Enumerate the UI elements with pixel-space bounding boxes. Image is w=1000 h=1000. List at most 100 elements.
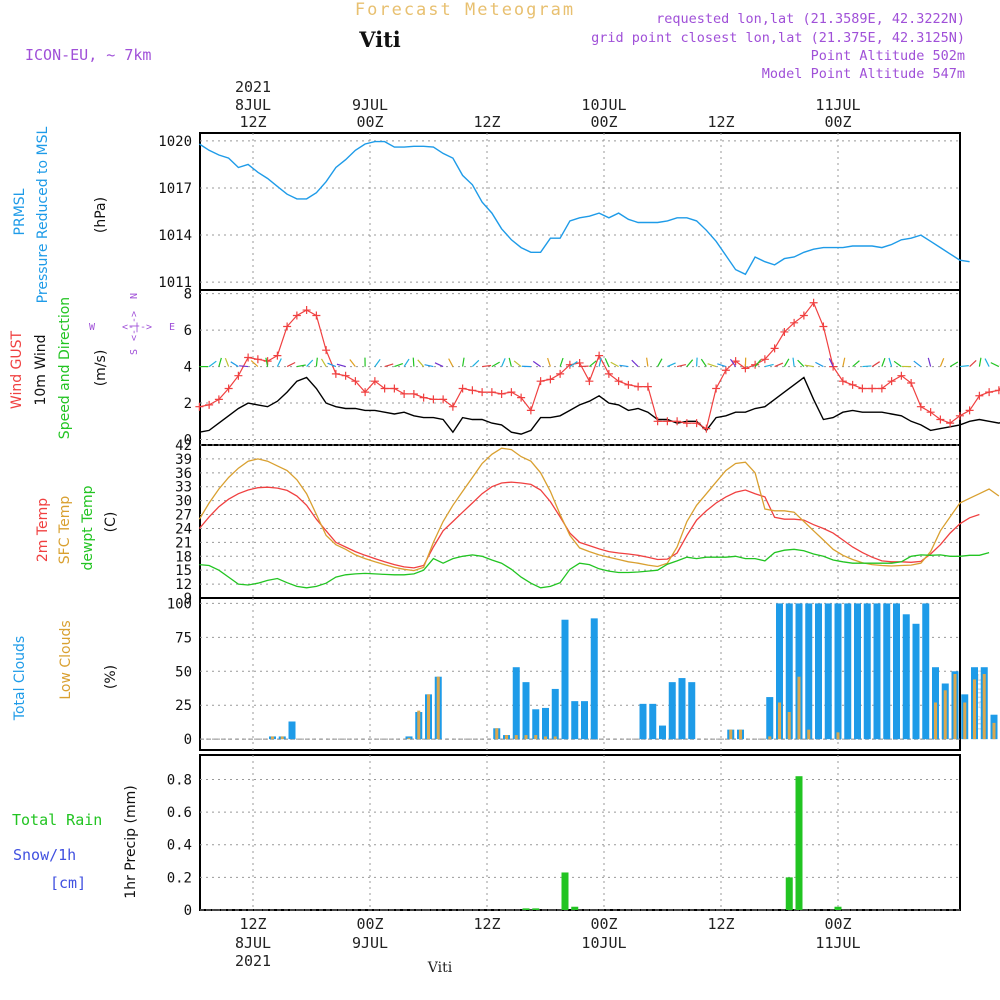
- wind-label-10m: 10m Wind: [33, 334, 49, 405]
- wind-direction-arrow: [482, 364, 492, 368]
- bottom-date-label: 8JUL: [235, 934, 271, 952]
- pressure-ytick: 1017: [158, 181, 192, 197]
- low-cloud-bar: [495, 728, 499, 740]
- total-cloud-bar: [776, 603, 783, 740]
- wind-direction-arrow: [224, 357, 230, 367]
- pressure-ytick: 1014: [158, 228, 192, 244]
- top-hour-label: 12Z: [473, 113, 500, 131]
- gust-point: [926, 408, 935, 417]
- wind-speed-line: [199, 376, 1000, 435]
- bottom-hour-label: 00Z: [824, 915, 851, 933]
- wind-direction-arrow: [949, 361, 959, 368]
- gust-point: [770, 344, 779, 353]
- wind-direction-arrow: [349, 359, 356, 367]
- precip-unit: 1hr Precip (mm): [123, 785, 139, 898]
- wind-direction-arrow: [657, 358, 663, 367]
- wind-label-gust: Wind GUST: [9, 330, 25, 409]
- wind-direction-arrow: [336, 363, 346, 368]
- total-cloud-bar: [551, 688, 559, 740]
- temperature-ytick: 36: [175, 466, 192, 482]
- bottom-hour-label: 00Z: [590, 915, 617, 933]
- gust-point: [673, 417, 682, 426]
- gust-point: [916, 402, 925, 411]
- pressure-label-1: PRMSL: [12, 188, 28, 235]
- gust-point: [341, 371, 350, 380]
- total-cloud-bar: [902, 614, 910, 740]
- wind-direction-arrow: [501, 358, 506, 367]
- temperature-labels: 2m Temp SFC Temp dewpt Temp (C): [35, 485, 119, 570]
- wind-direction-arrow: [828, 358, 834, 367]
- pressure-ytick: 1011: [158, 275, 192, 291]
- low-cloud-bar: [982, 674, 986, 740]
- gust-point: [702, 424, 711, 433]
- top-date-label: 8JUL: [235, 96, 271, 114]
- total-cloud-bar: [639, 703, 647, 740]
- wind-direction-arrow: [959, 365, 969, 368]
- wind-direction-arrow: [631, 359, 639, 368]
- total-cloud-bar: [649, 703, 657, 740]
- gust-point: [546, 375, 555, 384]
- precip-panel: 0 0.2 0.4 0.6 0.8: [167, 754, 961, 919]
- header-title: Forecast Meteogram: [355, 0, 575, 20]
- wind-direction-arrow: [513, 360, 522, 368]
- gust-point: [429, 395, 438, 404]
- gust-point: [234, 371, 243, 380]
- footer-station: Viti: [427, 960, 453, 976]
- gust-point: [780, 327, 789, 336]
- low-cloud-bar: [553, 736, 557, 740]
- top-date-label: 9JUL: [352, 96, 388, 114]
- temp-sfc-line: [198, 447, 1000, 572]
- temperature-ytick: 33: [175, 480, 192, 496]
- precip-ytick: 0: [184, 903, 192, 919]
- pressure-label-2: Pressure Reduced to MSL: [35, 126, 51, 303]
- low-cloud-bar: [427, 694, 430, 740]
- low-cloud-bar: [534, 735, 538, 740]
- low-cloud-bar: [407, 737, 411, 740]
- gust-point: [760, 355, 769, 364]
- total-cloud-bar: [844, 603, 852, 740]
- compass-north: N: [129, 293, 140, 299]
- wind-direction-arrow: [265, 357, 269, 367]
- wind-direction-arrow: [913, 360, 922, 368]
- wind-direction-arrow: [729, 358, 737, 367]
- wind-direction-arrow: [978, 357, 982, 367]
- gust-point: [468, 386, 477, 395]
- low-cloud-bar: [778, 702, 781, 740]
- gust-point: [624, 380, 633, 389]
- station-name: Viti: [358, 27, 401, 52]
- bottom-date-label: 10JUL: [581, 934, 626, 952]
- pressure-labels: PRMSL Pressure Reduced to MSL (hPa): [12, 126, 109, 303]
- temperature-ytick: 18: [175, 549, 192, 565]
- top-date-label: 10JUL: [581, 96, 626, 114]
- pressure-unit: (hPa): [93, 197, 109, 233]
- gust-point: [643, 382, 652, 391]
- cloud-labels: Total Clouds Low Clouds (%): [12, 620, 119, 721]
- temperature-ytick: 39: [175, 452, 192, 468]
- total-cloud-bar: [883, 603, 891, 740]
- gust-point: [331, 369, 340, 378]
- wind-direction-arrow: [239, 365, 249, 368]
- gust-point: [975, 391, 984, 400]
- wind-ytick: 2: [184, 396, 192, 412]
- wind-panel: 0 2 4 6 8: [184, 287, 1000, 449]
- gust-point: [751, 360, 760, 369]
- precip-ytick: 0.8: [167, 772, 192, 788]
- compass-arrow-vertical: <-|->: [129, 311, 140, 341]
- gust-point: [819, 322, 828, 331]
- wind-direction-arrow: [462, 357, 465, 367]
- wind-direction-arrow: [619, 364, 629, 368]
- pressure-frame: [199, 132, 961, 291]
- rain-bar: [532, 908, 540, 910]
- wind-direction-arrow: [588, 360, 597, 368]
- top-hour-label: 00Z: [356, 113, 383, 131]
- total-cloud-bar: [590, 618, 598, 740]
- bottom-hour-label: 12Z: [707, 915, 734, 933]
- clouds-panel: 0 25 50 75 100: [167, 596, 998, 751]
- low-cloud-bar: [524, 735, 528, 740]
- gust-point: [731, 357, 740, 366]
- gust-point: [663, 417, 672, 426]
- wind-direction-arrow: [990, 362, 1000, 368]
- gust-point: [400, 389, 409, 398]
- gust-point: [936, 415, 945, 424]
